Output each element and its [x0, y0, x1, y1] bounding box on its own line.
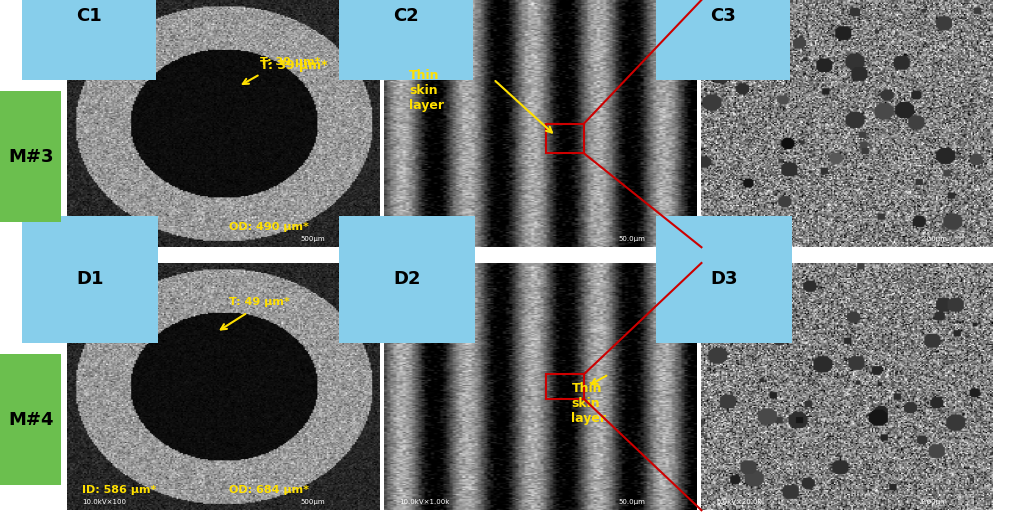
Text: D2: D2	[393, 270, 421, 288]
Text: 5.0kV×20.0k: 5.0kV×20.0k	[716, 499, 762, 505]
Text: T: 39 μm*: T: 39 μm*	[260, 59, 328, 72]
Text: C2: C2	[393, 7, 419, 25]
Text: M#3: M#3	[8, 148, 53, 166]
Text: OD: 490 μm*: OD: 490 μm*	[229, 222, 309, 232]
Text: 2.00μm: 2.00μm	[921, 236, 947, 242]
Text: Thin
skin
layer: Thin skin layer	[409, 69, 444, 112]
Text: Thin
skin
layer: Thin skin layer	[571, 382, 606, 424]
Text: 10.0kV×100: 10.0kV×100	[82, 499, 126, 505]
Text: 50.0μm: 50.0μm	[618, 499, 645, 505]
Text: M#4: M#4	[8, 411, 53, 429]
Bar	[547, 375, 584, 399]
Text: 10.0kV×20.0k: 10.0kV×20.0k	[716, 236, 766, 242]
Text: T: 49 μm*: T: 49 μm*	[229, 298, 290, 308]
Text: 500μm: 500μm	[301, 499, 326, 505]
Text: 50.0μm: 50.0μm	[618, 236, 645, 242]
Text: 500μm: 500μm	[301, 236, 326, 242]
Text: ID: 586 μm*: ID: 586 μm*	[82, 485, 157, 495]
Text: 10.0kV×100: 10.0kV×100	[82, 236, 126, 242]
Text: D1: D1	[76, 270, 103, 288]
Text: C1: C1	[76, 7, 101, 25]
Text: 10.0kV×1.00k: 10.0kV×1.00k	[399, 499, 450, 505]
Text: D3: D3	[711, 270, 737, 288]
Text: 10.0kV×1.00k: 10.0kV×1.00k	[399, 236, 450, 242]
Text: 2.00μm: 2.00μm	[921, 499, 947, 505]
Text: C3: C3	[711, 7, 736, 25]
Text: ID: 412 μm*: ID: 412 μm*	[82, 222, 157, 232]
Text: OD: 684 μm*: OD: 684 μm*	[229, 485, 309, 495]
Text: T: 39 μm*: T: 39 μm*	[260, 57, 321, 67]
Bar	[547, 124, 584, 153]
